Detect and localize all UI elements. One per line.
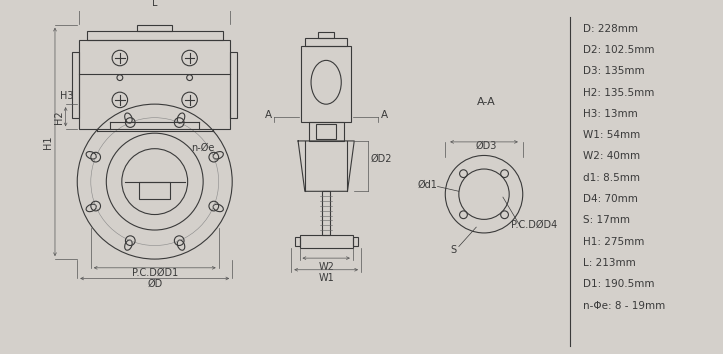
- Text: A: A: [381, 110, 388, 120]
- Bar: [317, 124, 336, 139]
- Bar: [305, 38, 348, 46]
- Text: D: 228mm: D: 228mm: [583, 24, 638, 34]
- Text: A: A: [265, 110, 272, 120]
- Text: L: 213mm: L: 213mm: [583, 258, 636, 268]
- Text: W1: W1: [318, 273, 334, 284]
- Text: S: S: [450, 245, 456, 255]
- Bar: [309, 121, 343, 141]
- Bar: [87, 32, 223, 40]
- Bar: [80, 40, 230, 129]
- Text: D2: 102.5mm: D2: 102.5mm: [583, 45, 654, 55]
- Text: ØD3: ØD3: [475, 141, 497, 151]
- Text: H1: H1: [43, 135, 54, 149]
- Text: D4: 70mm: D4: 70mm: [583, 194, 638, 204]
- Text: n-Φe: 8 - 19mm: n-Φe: 8 - 19mm: [583, 301, 665, 310]
- Text: H3: 13mm: H3: 13mm: [583, 109, 638, 119]
- Bar: [318, 33, 334, 38]
- Text: W2: 40mm: W2: 40mm: [583, 152, 640, 161]
- Text: H2: 135.5mm: H2: 135.5mm: [583, 87, 654, 97]
- Text: P.C.DØD4: P.C.DØD4: [511, 220, 557, 230]
- Text: S: 17mm: S: 17mm: [583, 215, 630, 225]
- Bar: [137, 25, 172, 32]
- Text: P.C.DØD1: P.C.DØD1: [132, 268, 178, 278]
- Text: H2: H2: [54, 110, 64, 124]
- Text: W2: W2: [318, 262, 334, 272]
- Text: d1: 8.5mm: d1: 8.5mm: [583, 173, 640, 183]
- Text: D1: 190.5mm: D1: 190.5mm: [583, 279, 654, 289]
- Text: H1: 275mm: H1: 275mm: [583, 237, 644, 247]
- Text: W1: 54mm: W1: 54mm: [583, 130, 640, 140]
- Text: A-A: A-A: [476, 97, 495, 107]
- Text: Ød1: Ød1: [418, 179, 438, 189]
- Text: L: L: [152, 0, 158, 8]
- Bar: [322, 191, 330, 235]
- Bar: [140, 182, 170, 199]
- Bar: [299, 235, 353, 249]
- Bar: [72, 52, 80, 118]
- Text: ØD2: ØD2: [371, 153, 392, 163]
- Text: n-Øe: n-Øe: [192, 143, 215, 153]
- Bar: [301, 46, 351, 121]
- Bar: [353, 237, 358, 246]
- Text: ØD: ØD: [147, 279, 163, 289]
- Text: H3: H3: [60, 91, 73, 101]
- Bar: [295, 237, 299, 246]
- Bar: [230, 52, 237, 118]
- Text: D3: 135mm: D3: 135mm: [583, 66, 644, 76]
